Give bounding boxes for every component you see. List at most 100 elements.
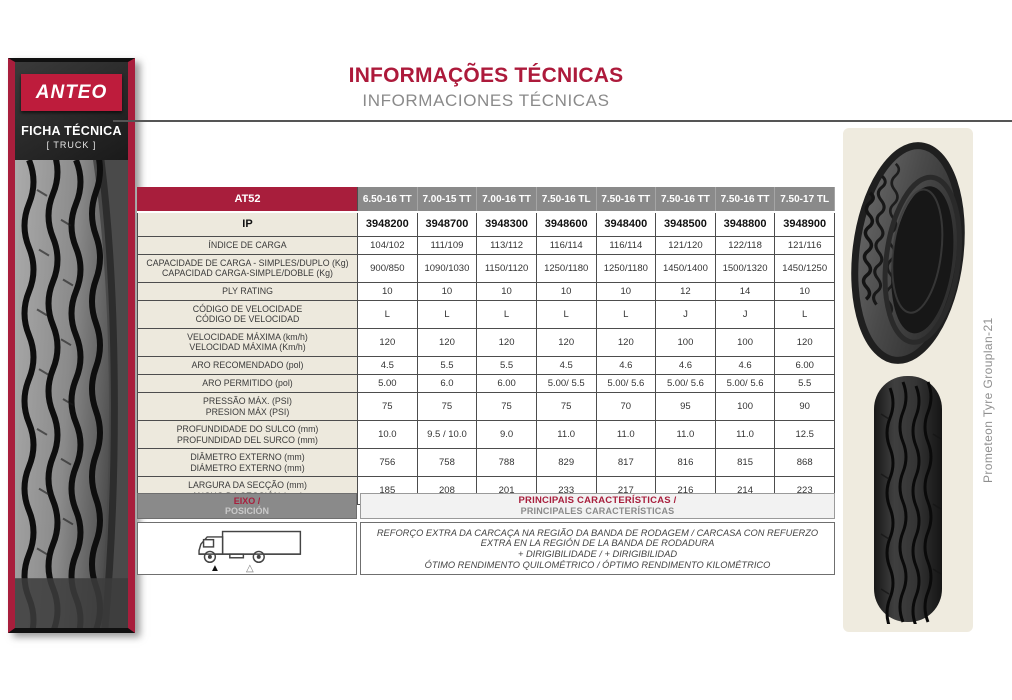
spec-value-cell: 10 — [595, 281, 657, 301]
spec-value-cell: 75 — [416, 391, 478, 422]
axis-section: EIXO / POSICIÓN PRINCIPAIS CARACTERÍSTIC… — [137, 493, 835, 575]
spec-value-cell: 817 — [595, 448, 657, 478]
spec-value-cell: 815 — [714, 448, 776, 478]
size-header-cell: 7.00-15 TT — [416, 187, 478, 213]
spec-value-cell: J — [655, 299, 716, 329]
anteo-logo-text: ANTEO — [35, 81, 108, 103]
spec-value-cell: 6.0 — [416, 373, 478, 393]
characteristics-header-line2: PRINCIPALES CARACTERÍSTICAS — [520, 506, 675, 517]
spec-value-cell: 120 — [416, 327, 478, 357]
spec-row-label: CAPACIDADE DE CARGA - SIMPLES/DUPLO (Kg)… — [137, 253, 358, 283]
spec-value-cell: 120 — [774, 327, 835, 357]
spec-value-cell: 5.5 — [476, 355, 537, 375]
axis-section-body: ▲ △ REFORÇO EXTRA DA CARCAÇA NA REGIÃO D… — [137, 522, 835, 575]
spec-value-cell: 829 — [535, 448, 597, 478]
axis-section-header: EIXO / POSICIÓN PRINCIPAIS CARACTERÍSTIC… — [137, 493, 835, 519]
spec-value-cell: 10 — [476, 281, 537, 301]
tire-photo-panel — [843, 128, 973, 632]
spec-value-cell: 100 — [714, 391, 776, 422]
spec-row-label: ARO PERMITIDO (pol) — [137, 373, 358, 393]
spec-value-cell: 5.00/ 5.6 — [595, 373, 657, 393]
spec-value-cell: 3948200 — [357, 211, 418, 237]
spec-value-cell: 3948600 — [535, 211, 597, 237]
spec-value-cell: 5.00 — [357, 373, 418, 393]
tire-angled-view-image — [851, 142, 965, 364]
brand-sidebar: ANTEO FICHA TÉCNICA [ TRUCK ] — [8, 58, 135, 633]
front-axle-marker: ▲ — [210, 563, 220, 574]
spec-value-cell: 3948800 — [714, 211, 776, 237]
spec-value-cell: 111/109 — [416, 235, 478, 255]
size-header-cell: 7.50-16 TT — [714, 187, 776, 213]
spec-value-cell: 4.5 — [535, 355, 597, 375]
characteristic-line: + DIRIGIBILIDADE / + DIRIGIBILIDAD — [517, 548, 678, 559]
spec-value-cell: 816 — [655, 448, 716, 478]
spec-value-cell: 756 — [357, 448, 418, 478]
spec-value-cell: 3948700 — [416, 211, 478, 237]
spec-value-cell: 900/850 — [357, 253, 418, 283]
spec-value-cell: L — [357, 299, 418, 329]
spec-value-cell: 4.6 — [655, 355, 716, 375]
spec-row-label: CÓDIGO DE VELOCIDADE CÓDIGO DE VELOCIDAD — [137, 299, 358, 329]
spec-row: VELOCIDADE MÁXIMA (km/h) VELOCIDAD MÁXIMA… — [137, 327, 835, 357]
spec-value-cell: 3948900 — [774, 211, 835, 237]
sidebar-title: FICHA TÉCNICA — [21, 124, 122, 138]
spec-value-cell: 120 — [535, 327, 597, 357]
spec-value-cell: 100 — [655, 327, 716, 357]
spec-value-cell: 11.0 — [655, 420, 716, 450]
spec-value-cell: 116/114 — [535, 235, 597, 255]
spec-value-cell: 10 — [535, 281, 597, 301]
header-divider — [113, 120, 1012, 122]
spec-value-cell: 11.0 — [714, 420, 776, 450]
spec-row: CÓDIGO DE VELOCIDADE CÓDIGO DE VELOCIDAD L… — [137, 299, 835, 329]
spec-value-cell: L — [476, 299, 537, 329]
spec-value-cell: 121/120 — [655, 235, 716, 255]
axis-position-diagram: ▲ △ — [137, 522, 357, 575]
spec-row-label: DIÂMETRO EXTERNO (mm) DIÁMETRO EXTERNO (m… — [137, 448, 358, 478]
spec-value-cell: 120 — [357, 327, 418, 357]
spec-value-cell: 121/116 — [774, 235, 835, 255]
spec-row-label: PLY RATING — [137, 281, 358, 301]
spec-row: PLY RATING 10 10 10 10 10 12 14 10 — [137, 281, 835, 301]
spec-value-cell: 12 — [655, 281, 716, 301]
size-header-cell: 7.50-16 TT — [655, 187, 716, 213]
page-header: INFORMAÇÕES TÉCNICAS INFORMACIONES TÉCNI… — [137, 64, 835, 111]
spec-value-cell: 95 — [655, 391, 716, 422]
tire-tread-closeup-image — [15, 160, 128, 628]
spec-row-label: PRESSÃO MÁX. (PSI) PRESION MÁX (PSI) — [137, 391, 358, 422]
spec-value-cell: 75 — [535, 391, 597, 422]
spec-value-cell: 14 — [714, 281, 776, 301]
spec-value-cell: 75 — [357, 391, 418, 422]
characteristics-header-line1: PRINCIPAIS CARACTERÍSTICAS / — [518, 494, 677, 506]
spec-value-cell: 9.5 / 10.0 — [416, 420, 478, 450]
spec-value-cell: 9.0 — [476, 420, 537, 450]
spec-value-cell: 116/114 — [595, 235, 657, 255]
spec-value-cell: 5.00/ 5.6 — [655, 373, 716, 393]
size-header-cell: 7.50-16 TT — [595, 187, 657, 213]
spec-value-cell: 1450/1250 — [774, 253, 835, 283]
spec-value-cell: 1250/1180 — [535, 253, 597, 283]
spec-value-cell: 10 — [416, 281, 478, 301]
axis-header-line1: EIXO / — [233, 495, 261, 506]
spec-value-cell: 120 — [476, 327, 537, 357]
spec-value-cell: 12.5 — [774, 420, 835, 450]
spec-row: IP 3948200 3948700 3948300 3948600 3948400 394… — [137, 211, 835, 237]
spec-row: ÍNDICE DE CARGA 104/102 111/109 113/112 116/… — [137, 235, 835, 255]
spec-value-cell: 10 — [357, 281, 418, 301]
spec-value-cell: L — [595, 299, 657, 329]
spec-value-cell: 5.00/ 5.5 — [535, 373, 597, 393]
spec-value-cell: 11.0 — [535, 420, 597, 450]
spec-row: ARO RECOMENDADO (pol) 4.5 5.5 5.5 4.5 4.6 4.6 4… — [137, 355, 835, 375]
characteristics-list: REFORÇO EXTRA DA CARCAÇA NA REGIÃO DA BA… — [360, 522, 835, 575]
side-note: Prometeon Tyre Grouplan-21 — [981, 317, 995, 483]
spec-row-label: VELOCIDADE MÁXIMA (km/h) VELOCIDAD MÁXIMA… — [137, 327, 358, 357]
tire-spec-table: AT52 6.50-16 TT 7.00-15 TT 7.00-16 TT 7.50-1… — [137, 187, 835, 506]
anteo-logo: ANTEO — [21, 74, 122, 111]
spec-value-cell: L — [535, 299, 597, 329]
rear-axle-marker: △ — [246, 563, 254, 574]
spec-value-cell: 6.00 — [774, 355, 835, 375]
spec-value-cell: 90 — [774, 391, 835, 422]
spec-value-cell: 758 — [416, 448, 478, 478]
page-title: INFORMAÇÕES TÉCNICAS — [348, 64, 624, 87]
spec-value-cell: 4.6 — [714, 355, 776, 375]
